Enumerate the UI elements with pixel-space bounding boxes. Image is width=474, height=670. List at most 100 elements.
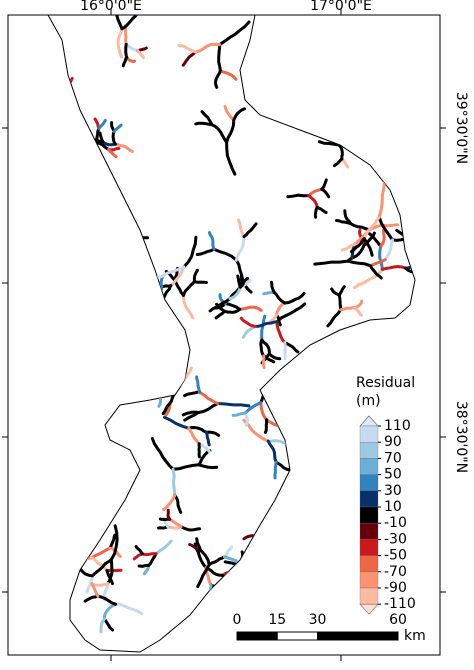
river [218,20,251,47]
river [181,50,198,67]
river [182,660,200,669]
river [340,242,357,252]
river [259,338,266,358]
river [196,402,220,415]
river [217,43,222,72]
river [197,463,219,470]
river [260,314,267,342]
river [330,287,341,297]
river [238,276,250,289]
river [307,194,319,209]
legend-swatch [359,523,379,540]
river [377,215,394,242]
river [121,55,129,68]
river [171,463,201,471]
river [238,305,263,312]
river [161,402,172,416]
river [94,141,111,152]
river [137,563,151,568]
latitude-label: 39°30'0"N [453,92,469,164]
river [263,418,269,434]
river [225,140,237,176]
legend-swatch [359,425,379,443]
river [112,123,123,133]
river [132,552,144,561]
river [337,285,346,297]
river [213,69,222,89]
river [187,425,208,434]
river [97,118,107,130]
river [208,297,232,313]
river [317,140,341,147]
river [267,352,282,361]
river [223,105,236,122]
river [448,69,459,72]
river [391,655,397,670]
legend-title: Residual [356,375,415,391]
river [85,574,94,594]
river [283,341,300,354]
legend-label: 30 [384,483,402,499]
scale-label: 0 [233,612,242,628]
river [385,238,394,259]
river [195,660,201,670]
river [253,320,279,328]
river [114,602,144,616]
river [103,602,118,621]
legend-swatch [359,587,379,605]
river [234,235,246,262]
river [268,313,279,325]
river [259,401,269,422]
river [195,537,202,552]
river [313,259,350,266]
river [244,411,250,427]
river [378,244,384,271]
river [242,222,258,239]
river [188,543,202,552]
river [275,302,307,324]
legend-swatch [359,458,379,475]
river [439,627,455,630]
river [197,390,220,405]
river [340,157,350,169]
river [166,525,183,530]
river [194,121,214,127]
legend-swatch [359,474,379,491]
scale-segment [317,631,399,641]
river [218,69,238,81]
river [198,548,211,567]
river [106,558,114,586]
scale-segment [276,631,318,641]
legend-under-triangle [359,603,379,615]
river [225,118,236,144]
legend-swatch [359,571,379,589]
river [90,558,113,578]
river [350,237,366,254]
river [181,410,200,417]
river [223,545,234,559]
river [183,411,200,422]
river [116,27,124,59]
river [244,401,263,415]
river [256,662,277,668]
river [111,129,117,146]
legend-label: 10 [384,499,402,515]
river [275,320,287,345]
river [124,42,140,52]
legend-title: (m) [356,393,381,409]
river [196,563,211,589]
river [441,654,457,656]
river [107,148,118,159]
river [453,80,463,88]
river [232,107,246,122]
river [157,525,170,530]
river [262,354,276,364]
river [94,126,101,145]
river [96,594,118,606]
river [283,291,306,305]
river [83,594,100,603]
scale-label: 30 [309,612,327,628]
river [362,215,381,241]
river [204,430,221,437]
